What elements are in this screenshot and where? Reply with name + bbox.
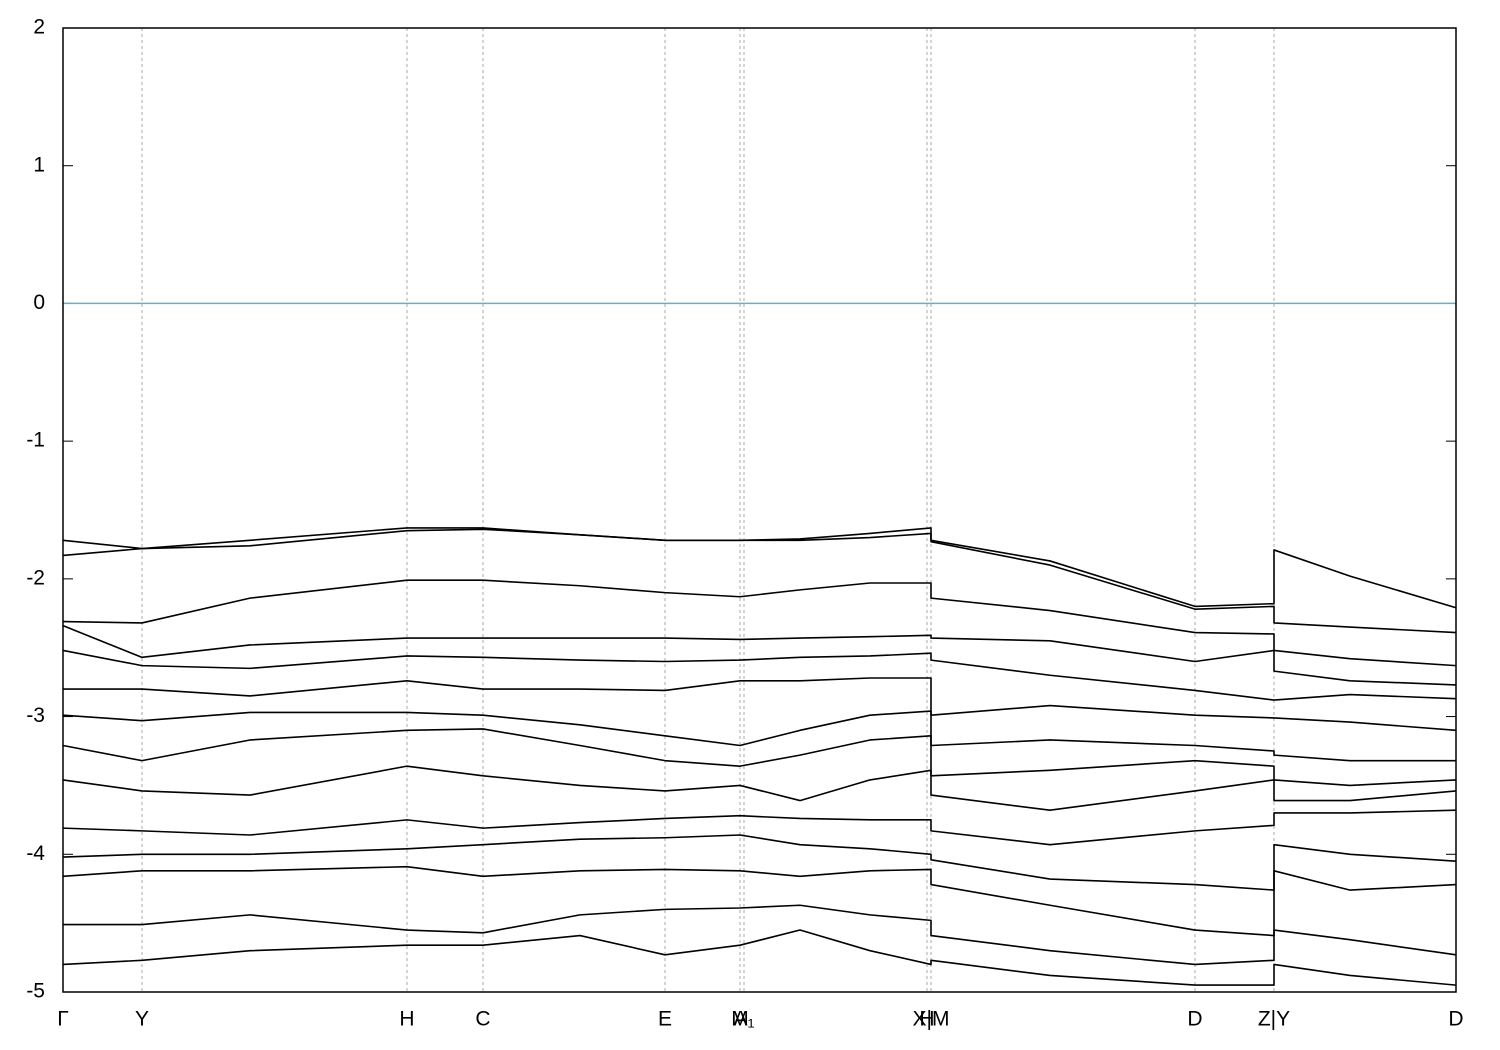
y-tick-label: -5 [26, 980, 45, 1003]
band-line [62, 624, 1457, 686]
y-tick-label: -3 [26, 704, 45, 727]
band-line [62, 929, 1457, 986]
band-line [62, 809, 1457, 846]
y-tick-label: 0 [33, 291, 45, 314]
band-line [62, 579, 1457, 667]
band-line [62, 728, 1457, 787]
x-tick-label: A₁ [733, 1008, 754, 1031]
plot-frame [62, 27, 1457, 993]
x-tick-label: H [399, 1008, 414, 1031]
band-line [62, 528, 1457, 634]
y-tick-label: -1 [26, 429, 45, 452]
y-tick-label: 1 [33, 153, 45, 176]
y-tick-label: 2 [33, 16, 45, 39]
x-tick-label: D [1187, 1008, 1202, 1031]
band-line [62, 765, 1457, 812]
x-tick-label: M [731, 1008, 749, 1031]
x-tick-label: H [919, 1008, 934, 1031]
y-tick-label: -4 [26, 842, 45, 865]
band-line [62, 710, 1456, 762]
x-tick-label: Γ [57, 1008, 69, 1031]
x-tick-label: X|M [913, 1008, 950, 1031]
band-line [63, 904, 1457, 966]
x-tick-label: E [658, 1008, 672, 1031]
x-tick-label: C [475, 1008, 490, 1031]
x-tick-label: Z|Y [1258, 1008, 1290, 1031]
band-line [62, 865, 1457, 937]
band-line [62, 527, 1457, 609]
band-line [62, 649, 1457, 701]
band-line [63, 677, 1457, 732]
y-tick-label: -2 [26, 566, 45, 589]
x-tick-label: D [1448, 1008, 1463, 1031]
x-tick-label: Y [135, 1008, 149, 1031]
